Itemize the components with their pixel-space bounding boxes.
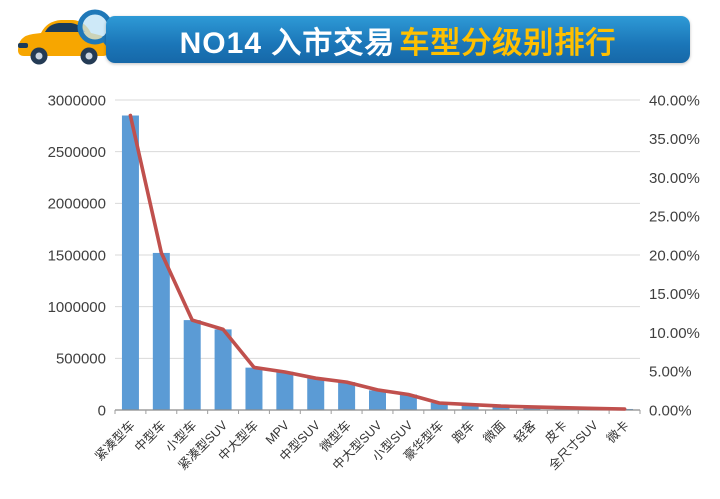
left-axis-tick-label: 2000000 — [48, 196, 106, 213]
bar — [307, 377, 325, 410]
left-axis-labels: 3000000 2500000 2000000 1500000 1000000 50000… — [48, 92, 106, 419]
bar — [183, 320, 201, 410]
left-axis-tick-label: 2500000 — [48, 144, 106, 161]
bar — [152, 252, 170, 410]
category-label: 跑车 — [449, 418, 477, 446]
category-label: 微面 — [481, 418, 509, 446]
right-axis-tick-label: 0.00% — [649, 402, 692, 419]
title-banner: NO14 入市交易 车型分级别排行 — [106, 16, 690, 63]
right-axis-tick-label: 20.00% — [649, 247, 700, 264]
bar — [338, 382, 356, 410]
right-axis-tick-label: 40.00% — [649, 92, 700, 109]
title-main: NO14 入市交易 — [179, 26, 396, 60]
left-axis-tick-label: 0 — [98, 402, 106, 419]
right-axis-tick-label: 10.00% — [649, 325, 700, 342]
bar — [214, 329, 232, 410]
left-axis-tick-label: 3000000 — [48, 92, 106, 109]
combo-chart: 3000000 2500000 2000000 1500000 1000000 50000… — [48, 92, 700, 473]
left-axis-tick-label: 1000000 — [48, 299, 106, 316]
category-label: 微卡 — [604, 418, 632, 446]
bar — [492, 405, 510, 410]
title-accent: 车型分级别排行 — [399, 26, 617, 60]
bar — [245, 367, 263, 410]
category-label: 紧凑型车 — [92, 418, 138, 464]
bar — [399, 394, 417, 410]
bar — [121, 115, 139, 410]
category-label: 轻客 — [511, 417, 540, 446]
bar — [461, 404, 479, 410]
left-axis-tick-label: 1500000 — [48, 247, 106, 264]
gridlines — [115, 99, 640, 359]
bar-series — [121, 115, 634, 411]
line-series — [128, 113, 627, 411]
bar — [276, 371, 294, 410]
bar — [369, 390, 386, 410]
right-axis-tick-label: 30.00% — [649, 170, 700, 187]
right-axis-tick-label: 5.00% — [649, 364, 692, 381]
left-axis-tick-label: 500000 — [56, 351, 106, 368]
right-axis-tick-label: 15.00% — [649, 286, 700, 303]
bar — [430, 402, 448, 410]
x-axis-ticks — [114, 410, 641, 414]
right-axis-tick-label: 25.00% — [649, 209, 700, 226]
category-label: 皮卡 — [542, 418, 570, 446]
category-label: 中型车 — [131, 418, 168, 455]
right-axis-tick-label: 35.00% — [649, 131, 700, 148]
right-axis-labels: 40.00% 35.00% 30.00% 25.00% 20.00% 15.00% 10.0… — [649, 92, 700, 419]
